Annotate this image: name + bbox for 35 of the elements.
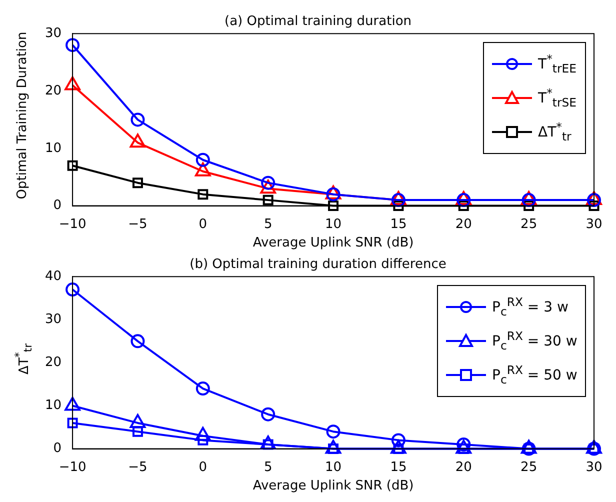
x-tick-label: 10 [325, 216, 342, 232]
x-axis-title: Average Uplink SNR (dB) [252, 236, 414, 251]
y-tick-label: 30 [44, 312, 62, 328]
x-tick-label: −5 [128, 460, 148, 475]
x-tick-label: −10 [58, 460, 86, 475]
x-tick-label: 25 [520, 216, 538, 232]
x-tick-label: 25 [520, 460, 538, 475]
x-tick-label: 0 [198, 216, 208, 232]
x-tick-label: 0 [198, 460, 208, 475]
y-tick-label: 40 [44, 268, 62, 284]
y-tick-label: 10 [44, 398, 62, 414]
x-tick-label: 20 [455, 216, 472, 232]
y-tick-label: 10 [44, 140, 62, 156]
legend-label: P$_{c}$$^{RX}$ = 50 w [492, 362, 578, 386]
chart-title: (a) Optimal training duration [224, 14, 412, 30]
x-axis-title: Average Uplink SNR (dB) [252, 478, 414, 494]
legend-label: P$_{c}$$^{RX}$ = 3 w [492, 294, 568, 318]
x-tick-label: 15 [390, 216, 407, 232]
x-tick-label: −5 [128, 216, 148, 232]
y-tick-label: 20 [44, 355, 62, 370]
y-tick-label: 0 [53, 441, 62, 456]
y-tick-label: 30 [44, 26, 62, 41]
chart-title: (b) Optimal training duration difference [190, 257, 446, 272]
x-tick-label: 5 [264, 460, 272, 475]
x-tick-label: 15 [390, 460, 407, 475]
x-tick-label: 30 [586, 460, 602, 475]
x-tick-label: 20 [455, 460, 472, 475]
x-tick-label: 5 [264, 216, 272, 232]
x-tick-label: 30 [586, 216, 602, 232]
legend-label: P$_{c}$$^{RX}$ = 30 w [492, 328, 578, 352]
x-tick-label: −10 [58, 216, 86, 232]
y-tick-label: 20 [44, 83, 62, 98]
y-axis-title: Optimal Training Duration [16, 32, 30, 200]
y-tick-label: 0 [53, 198, 62, 214]
x-tick-label: 10 [325, 460, 342, 475]
